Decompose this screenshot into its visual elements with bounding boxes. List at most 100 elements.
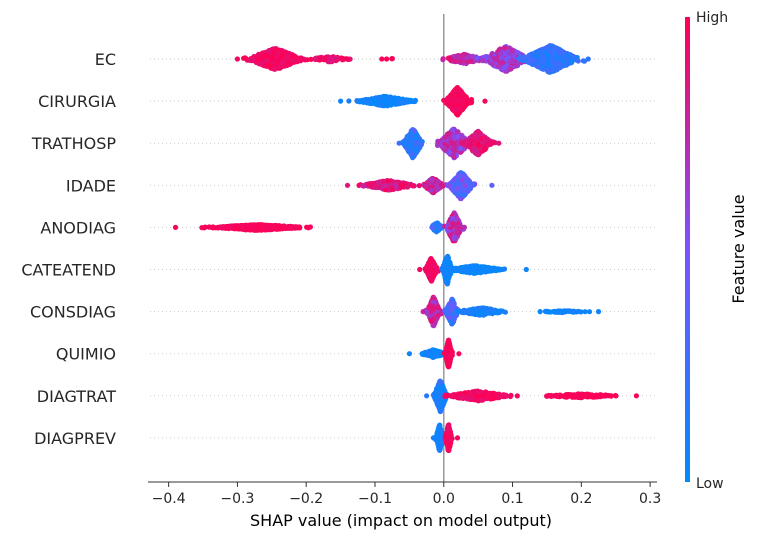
point [507,58,513,64]
point [429,176,435,183]
point [379,56,385,62]
point [234,56,240,62]
point [269,55,275,61]
point [384,103,390,109]
point [454,85,460,91]
point [275,50,281,56]
point [509,47,515,54]
point [450,152,456,158]
point [502,45,508,51]
point [458,188,464,194]
point [344,56,350,62]
point [513,60,520,66]
feature-points-idade [344,170,495,202]
point [549,59,555,65]
point [448,97,455,104]
point [508,66,514,72]
point [409,131,415,137]
point [316,55,322,61]
point [199,225,205,231]
row-guides [150,58,657,439]
point [496,63,502,69]
point [455,99,461,105]
point [567,54,574,60]
point [450,185,456,191]
point [344,182,351,188]
point [281,224,288,230]
point [338,98,344,104]
point [471,140,478,147]
point [323,55,329,61]
point [404,99,410,105]
point [285,61,291,67]
point [536,63,543,69]
point [498,55,504,61]
point [455,92,461,98]
point [284,53,290,59]
point [423,183,429,189]
point [542,63,549,69]
point [551,47,557,53]
point [264,57,270,64]
point [455,53,461,59]
point [559,48,565,54]
point [293,224,299,230]
point [255,225,261,231]
point [304,224,310,230]
point [462,182,468,188]
point [450,146,456,152]
point [474,55,480,61]
point [460,105,466,111]
point [449,127,456,133]
point [393,183,399,189]
point [394,100,400,106]
point [279,52,285,59]
feature-points-trathosp [396,126,502,161]
point [482,137,488,143]
point [414,132,420,138]
point [272,66,278,72]
point [452,106,458,112]
point [549,52,555,59]
point [210,224,217,230]
point [459,132,465,138]
point [457,58,463,65]
point [496,140,502,146]
point [518,55,525,61]
point [464,176,470,182]
point [442,141,448,147]
point [250,57,256,63]
feature-points-cirurgia [338,84,488,118]
point [492,56,498,62]
point [405,137,411,143]
point [416,183,422,189]
point [464,138,470,144]
point [585,56,591,62]
point [498,51,504,57]
point [474,150,480,156]
point [389,56,395,62]
point [489,182,495,188]
point [262,53,268,59]
point [440,56,446,62]
point [354,98,360,104]
point [390,179,396,185]
point [482,98,488,104]
point [414,139,420,145]
point [289,53,296,59]
point [217,224,223,230]
point [455,112,461,118]
point [379,102,385,108]
point [371,98,378,104]
point [273,62,279,68]
point [313,55,319,62]
point [503,56,510,63]
point [340,56,346,63]
point [447,56,453,62]
point [277,224,283,230]
point [466,53,472,60]
point [387,96,393,102]
point [279,59,285,65]
point [261,226,267,233]
